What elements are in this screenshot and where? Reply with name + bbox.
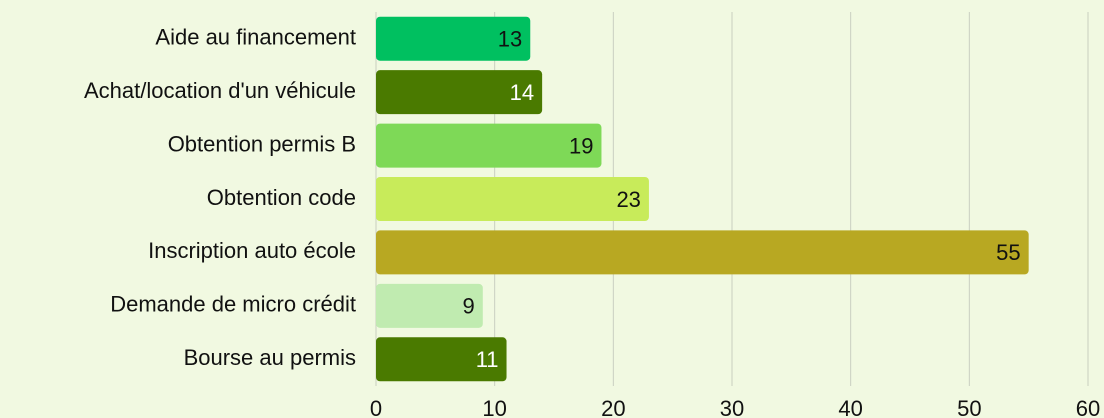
value-label: 13: [498, 27, 522, 52]
y-tick-label: Obtention permis B: [168, 131, 356, 156]
y-tick-label: Achat/location d'un véhicule: [84, 78, 356, 103]
x-tick-label: 0: [370, 396, 382, 418]
x-tick-label: 10: [482, 396, 506, 418]
bar: [376, 16, 531, 61]
y-tick-label: Obtention code: [207, 185, 356, 210]
value-label: 23: [616, 187, 640, 212]
bar: [376, 70, 543, 115]
y-tick-label: Aide au financement: [155, 25, 356, 50]
value-label: 55: [996, 240, 1020, 265]
bar: [376, 177, 649, 221]
x-tick-label: 30: [720, 396, 744, 418]
y-tick-label: Bourse au permis: [184, 345, 356, 370]
x-tick-label: 40: [838, 396, 862, 418]
value-label: 9: [463, 294, 475, 319]
value-label: 14: [510, 80, 534, 105]
bar: [376, 283, 483, 328]
bar: [376, 230, 1029, 275]
y-tick-label: Demande de micro crédit: [110, 292, 356, 317]
x-tick-label: 20: [601, 396, 625, 418]
y-tick-label: Inscription auto école: [148, 238, 356, 263]
value-label: 11: [476, 347, 499, 372]
bar: [376, 123, 602, 168]
x-tick-label: 60: [1076, 396, 1100, 418]
x-tick-label: 50: [957, 396, 981, 418]
value-label: 19: [569, 133, 593, 158]
bar: [376, 337, 507, 382]
